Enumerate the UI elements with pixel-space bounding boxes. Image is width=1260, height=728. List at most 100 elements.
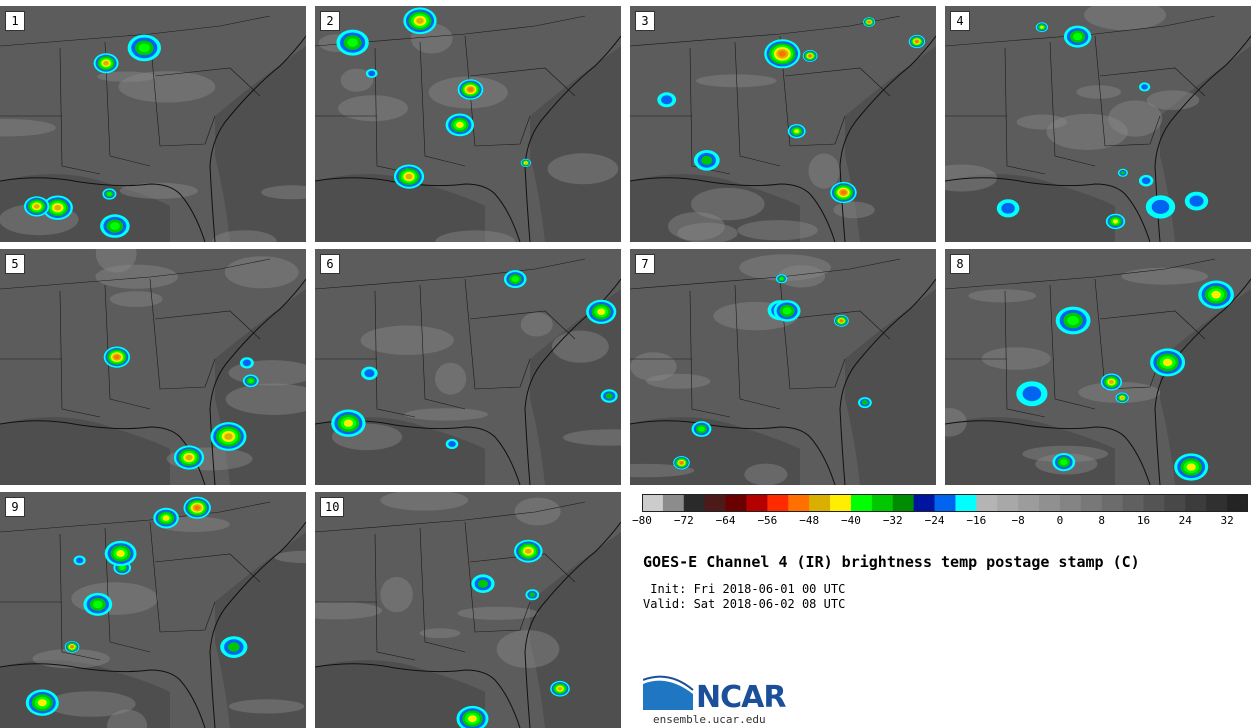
convective-cell	[224, 433, 233, 440]
colorbar-swatch	[850, 494, 873, 512]
convective-cell	[679, 461, 684, 465]
ensemble-member-panel-2[interactable]: 2	[315, 6, 621, 242]
colorbar-swatch	[1101, 494, 1124, 512]
cloud-wisp	[315, 601, 383, 620]
gulf-area	[315, 660, 485, 728]
panel-number-label: 6	[320, 254, 340, 274]
convective-cell	[119, 565, 126, 570]
colorbar-swatch	[1122, 494, 1145, 512]
cloud-wisp	[739, 254, 831, 281]
ensemble-member-panel-1[interactable]: 1	[0, 6, 306, 242]
colorbar-tick-label: 8	[1098, 514, 1106, 527]
colorbar-swatch	[788, 494, 810, 512]
ensemble-member-panel-7[interactable]: 7	[630, 249, 936, 485]
convective-cell	[194, 505, 200, 510]
gulf-area	[630, 174, 800, 242]
cloud-wisp	[1084, 6, 1167, 31]
cloud-wisp	[97, 71, 156, 82]
atlantic-area	[530, 46, 621, 242]
atlantic-area	[845, 46, 936, 242]
satellite-map	[945, 249, 1251, 485]
convective-cell	[1211, 290, 1221, 299]
satellite-map	[0, 492, 306, 728]
panel-number-label: 9	[5, 497, 25, 517]
cloud-wisp	[646, 373, 711, 389]
convective-cell	[467, 87, 474, 92]
convective-cell	[1189, 195, 1204, 207]
convective-cell	[1141, 177, 1151, 185]
atlantic-area	[1160, 289, 1251, 485]
gulf-area	[945, 174, 1115, 242]
convective-cell	[228, 642, 240, 652]
convective-cell	[138, 43, 150, 53]
cloud-wisp	[520, 312, 553, 337]
colorbar-tick-label: −48	[799, 514, 820, 527]
convective-cell	[839, 319, 843, 322]
colorbar-tick-label: 24	[1178, 514, 1192, 527]
colorbar-swatch	[934, 494, 956, 512]
cloud-wisp	[496, 630, 560, 669]
convective-cell	[343, 419, 354, 427]
ensemble-member-panel-8[interactable]: 8	[945, 249, 1251, 485]
cloud-wisp	[228, 699, 305, 714]
cloud-wisp	[95, 264, 178, 289]
convective-cell	[1060, 459, 1068, 466]
state-boundaries	[315, 501, 586, 661]
colorbar-tick-label: −56	[757, 514, 778, 527]
convective-cell	[1112, 219, 1119, 224]
convective-cell	[416, 17, 424, 24]
satellite-map	[315, 6, 621, 242]
convective-cell	[114, 355, 120, 360]
ensemble-member-panel-3[interactable]: 3	[630, 6, 936, 242]
cloud-wisp	[32, 649, 110, 669]
colorbar-swatch	[830, 494, 852, 512]
convective-cell	[782, 307, 792, 315]
ensemble-member-panel-10[interactable]: 10	[315, 492, 621, 728]
cloud-wisp	[380, 576, 413, 613]
ensemble-member-panel-6[interactable]: 6	[315, 249, 621, 485]
convective-cell	[107, 192, 112, 196]
colorbar-swatch	[704, 494, 727, 512]
atlantic-area	[530, 532, 621, 728]
convective-cell	[54, 204, 62, 211]
atlantic-area	[530, 289, 621, 485]
cloud-wisp	[107, 709, 148, 728]
coastline	[945, 35, 1251, 242]
convective-cell	[468, 715, 477, 723]
cloud-wisp	[696, 74, 777, 88]
colorbar-swatch	[913, 494, 936, 512]
satellite-map	[315, 492, 621, 728]
cloud-wisp	[212, 230, 277, 242]
cloud-wisp	[1016, 114, 1068, 130]
convective-cell	[185, 454, 193, 461]
gulf-area	[945, 417, 1115, 485]
colorbar-tick-labels: −80 −72 −64 −56 −48 −40 −32 −24 −16 −8 0 8 16 24 32	[632, 514, 1248, 530]
temperature-colorbar	[642, 494, 1248, 512]
state-boundaries	[0, 15, 271, 175]
satellite-map	[0, 6, 306, 242]
colorbar-swatch	[1080, 494, 1103, 512]
ensemble-member-panel-5[interactable]: 5	[0, 249, 306, 485]
ensemble-member-panel-9[interactable]: 9	[0, 492, 306, 728]
colorbar-swatch	[1227, 494, 1248, 512]
ensemble-member-panel-4[interactable]: 4	[945, 6, 1251, 242]
colorbar-swatch	[1059, 494, 1082, 512]
cloud-wisp	[778, 265, 826, 288]
colorbar-tick-label: 32	[1220, 514, 1234, 527]
gulf-area	[315, 174, 485, 242]
cloud-wisp	[808, 153, 840, 189]
colorbar-swatch	[976, 494, 998, 512]
colorbar-tick-label: −24	[924, 514, 945, 527]
cloud-wisp	[338, 95, 408, 122]
panel-number-label: 8	[950, 254, 970, 274]
colorbar-swatch	[997, 494, 1019, 512]
convective-cell	[75, 557, 84, 564]
colorbar-swatch	[892, 494, 915, 512]
gulf-area	[0, 417, 170, 485]
cloud-wisp	[1076, 85, 1122, 99]
colorbar-swatch	[1143, 494, 1165, 512]
cloud-wisp	[71, 582, 159, 615]
atlantic-area	[845, 289, 936, 485]
state-boundaries	[945, 258, 1216, 418]
cloud-wisp	[668, 212, 725, 241]
